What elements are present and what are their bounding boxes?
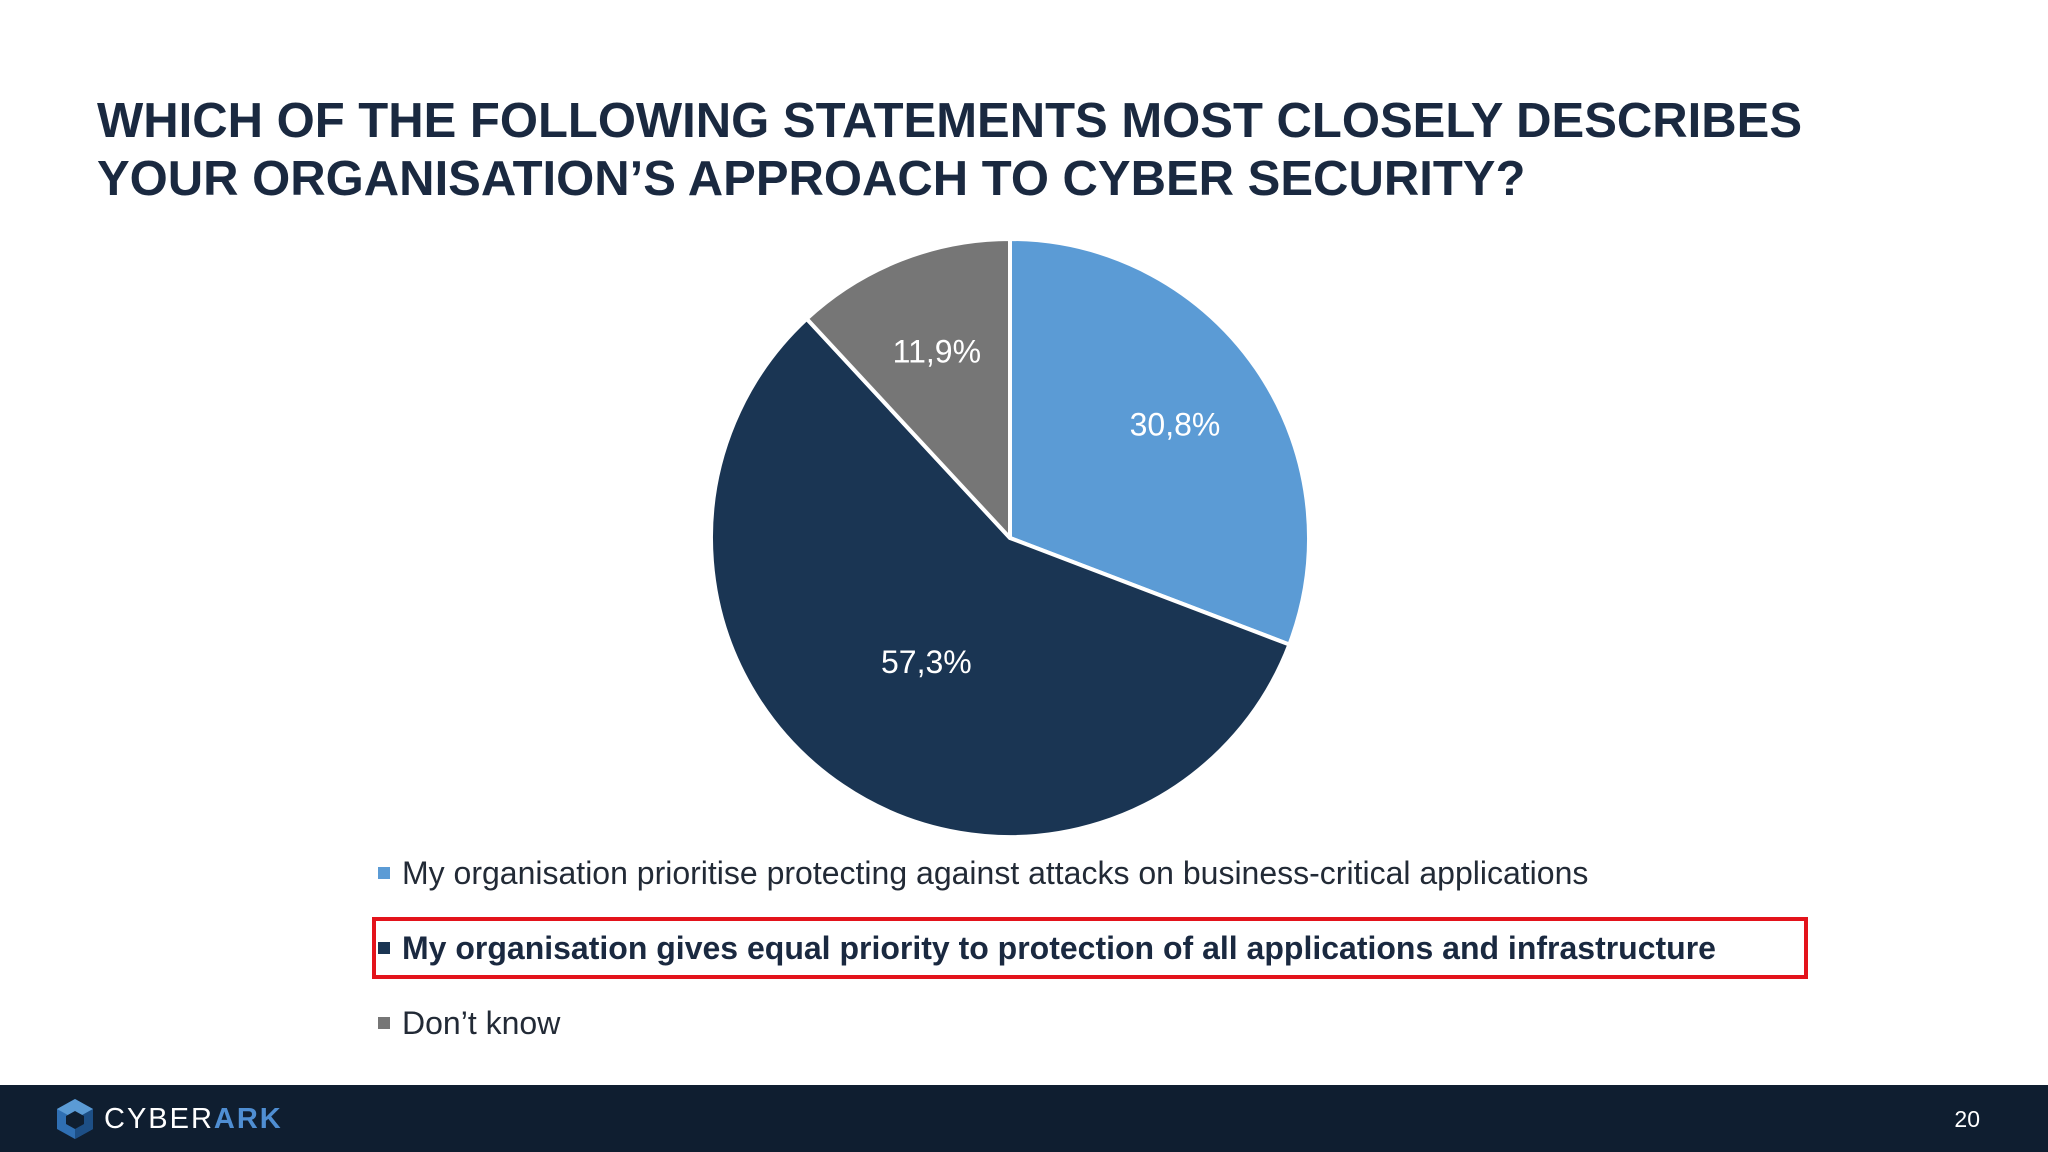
legend-swatch-2: [378, 942, 390, 954]
page-number: 20: [1954, 1106, 1980, 1132]
legend-swatch-3: [378, 1017, 390, 1029]
footer-bar: CYBERARK 20: [0, 1085, 2048, 1152]
legend-swatch-1: [378, 867, 390, 879]
pie-slice-2: [709, 316, 1292, 839]
cyberark-wordmark: CYBERARK: [104, 1103, 283, 1136]
title-line-1: WHICH OF THE FOLLOWING STATEMENTS MOST C…: [97, 94, 1803, 148]
legend-label-1: My organisation prioritise protecting ag…: [402, 854, 1589, 891]
logo-text-ark: ARK: [213, 1102, 283, 1135]
cyberark-logo: CYBERARK: [54, 1097, 283, 1141]
pie-slice-3: [804, 237, 1012, 540]
legend-item-2: My organisation gives equal priority to …: [372, 917, 1808, 979]
pie-data-label-1: 30,8%: [1130, 406, 1221, 442]
pie-data-label-3: 11,9%: [893, 334, 981, 370]
pie-slice-1: [1008, 237, 1311, 647]
pie-chart: 30,8% 57,3% 11,9%: [709, 237, 1311, 839]
legend-item-1: My organisation prioritise protecting ag…: [378, 845, 1716, 901]
chart-legend: My organisation prioritise protecting ag…: [372, 845, 1808, 1070]
legend-item-3: Don’t know: [378, 995, 1716, 1051]
slide-title: WHICH OF THE FOLLOWING STATEMENTS MOST C…: [97, 92, 1997, 208]
legend-label-2: My organisation gives equal priority to …: [402, 929, 1716, 966]
logo-text-cyber: CYBER: [104, 1102, 214, 1135]
legend-label-3: Don’t know: [402, 1004, 561, 1041]
pie-data-label-2: 57,3%: [881, 644, 972, 680]
highlight-box: [372, 917, 1808, 979]
title-line-2: YOUR ORGANISATION’S APPROACH TO CYBER SE…: [97, 152, 1526, 206]
cyberark-logo-icon: [57, 1099, 93, 1139]
